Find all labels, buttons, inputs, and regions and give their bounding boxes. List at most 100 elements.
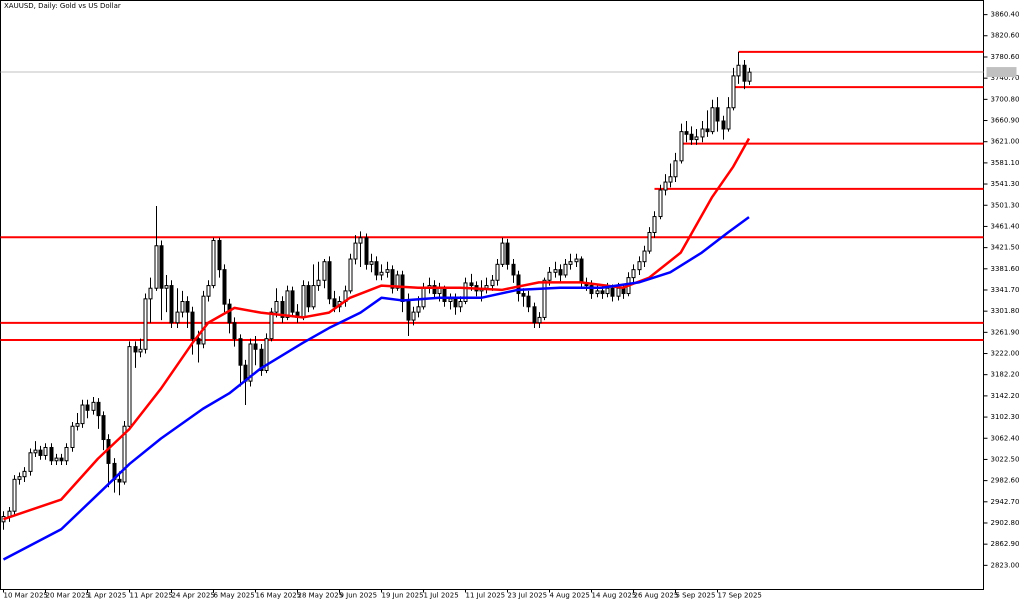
candle-body	[668, 176, 673, 183]
candle-body	[726, 107, 731, 130]
y-tick-label: 2942.70	[991, 498, 1020, 506]
candle-body	[75, 423, 80, 427]
candle-body	[54, 457, 59, 462]
candle-body	[600, 290, 605, 295]
candle-body	[490, 279, 495, 287]
candle-body	[495, 263, 500, 281]
candle-body	[143, 298, 148, 350]
x-tick-label: 10 Mar 2025	[3, 592, 47, 600]
candle-body	[280, 301, 285, 318]
y-tick-label: 3421.50	[991, 244, 1020, 252]
candle-body	[605, 287, 610, 295]
y-tick-label: 3182.20	[991, 371, 1020, 379]
candle-body	[196, 338, 201, 345]
x-tick-label: 19 Jun 2025	[381, 592, 423, 600]
candle-body	[22, 470, 27, 478]
y-tick-label: 3541.30	[991, 180, 1020, 188]
y-tick-label: 3780.60	[991, 53, 1020, 61]
candle-body	[448, 298, 453, 303]
candle-body	[574, 258, 579, 263]
candle-body	[679, 131, 684, 162]
moving-average-line	[2, 216, 750, 561]
x-tick-label: 1 Apr 2025	[87, 592, 126, 600]
y-tick-label: 3501.30	[991, 201, 1020, 209]
y-tick-label: 3381.60	[991, 265, 1020, 273]
candle-body	[259, 348, 264, 372]
candle-body	[227, 303, 232, 324]
candle-body	[290, 290, 295, 313]
chart-title: XAUUSD, Daily: Gold vs US Dollar	[4, 2, 121, 10]
candle-body	[421, 287, 426, 308]
candle-body	[253, 343, 258, 350]
y-tick-label: 3860.40	[991, 11, 1020, 19]
candle-body	[432, 285, 437, 295]
candle-body	[169, 285, 174, 324]
candle-body	[353, 242, 358, 260]
candle-body	[532, 306, 537, 324]
candle-body	[505, 242, 510, 265]
candle-body	[747, 71, 752, 82]
candle-body	[180, 301, 185, 313]
moving-average-line	[3, 137, 751, 521]
candle-body	[700, 128, 705, 138]
candle-body	[17, 476, 22, 480]
y-tick-label: 3261.90	[991, 328, 1020, 336]
y-tick-label: 3581.10	[991, 159, 1020, 167]
x-tick-label: 20 Mar 2025	[45, 592, 89, 600]
candle-body	[558, 269, 563, 276]
y-tick-label: 3222.00	[991, 350, 1020, 358]
candle-body	[684, 131, 689, 135]
candle-body	[101, 415, 106, 441]
candle-body	[348, 258, 353, 292]
candle-body	[190, 311, 195, 340]
candle-body	[133, 346, 138, 353]
y-tick-label: 3660.90	[991, 117, 1020, 125]
candle-body	[364, 237, 369, 265]
candle-body	[673, 160, 678, 178]
candle-body	[442, 287, 447, 303]
x-tick-label: 5 Sep 2025	[675, 592, 715, 600]
candle-body	[453, 298, 458, 308]
candle-body	[306, 285, 311, 308]
candle-body	[537, 316, 542, 324]
candle-body	[721, 120, 726, 130]
candle-body	[122, 425, 127, 483]
x-tick-label: 6 May 2025	[213, 592, 254, 600]
candle-body	[322, 261, 327, 281]
candle-body	[568, 261, 573, 265]
y-tick-label: 3062.40	[991, 434, 1020, 442]
candle-body	[201, 295, 206, 345]
candle-body	[164, 285, 169, 289]
candle-body	[437, 287, 442, 295]
candle-body	[327, 261, 332, 300]
x-tick-label: 16 May 2025	[255, 592, 301, 600]
candle-body	[91, 401, 96, 411]
candle-body	[59, 457, 64, 462]
candle-body	[647, 231, 652, 252]
candle-body	[416, 306, 421, 313]
x-tick-label: 9 Jun 2025	[339, 592, 377, 600]
candle-body	[511, 263, 516, 276]
x-tick-label: 11 Apr 2025	[129, 592, 172, 600]
y-tick-label: 3102.30	[991, 413, 1020, 421]
x-tick-label: 11 Jul 2025	[465, 592, 505, 600]
candle-body	[526, 295, 531, 308]
candle-body	[642, 250, 647, 263]
y-tick-label: 3461.40	[991, 222, 1020, 230]
candle-body	[211, 239, 216, 287]
candle-body	[185, 301, 190, 313]
candle-body	[694, 136, 699, 141]
candle-body	[463, 282, 468, 303]
candle-body	[127, 346, 132, 427]
candle-body	[222, 269, 227, 305]
candle-body	[742, 64, 747, 82]
candle-body	[689, 133, 694, 141]
y-tick-label: 3621.00	[991, 138, 1020, 146]
candle-body	[85, 404, 90, 411]
candle-body	[400, 274, 405, 303]
candle-body	[175, 311, 180, 324]
candle-body	[316, 279, 321, 287]
y-tick-label: 3341.70	[991, 286, 1020, 294]
candle-body	[238, 338, 243, 366]
candle-body	[621, 287, 626, 295]
